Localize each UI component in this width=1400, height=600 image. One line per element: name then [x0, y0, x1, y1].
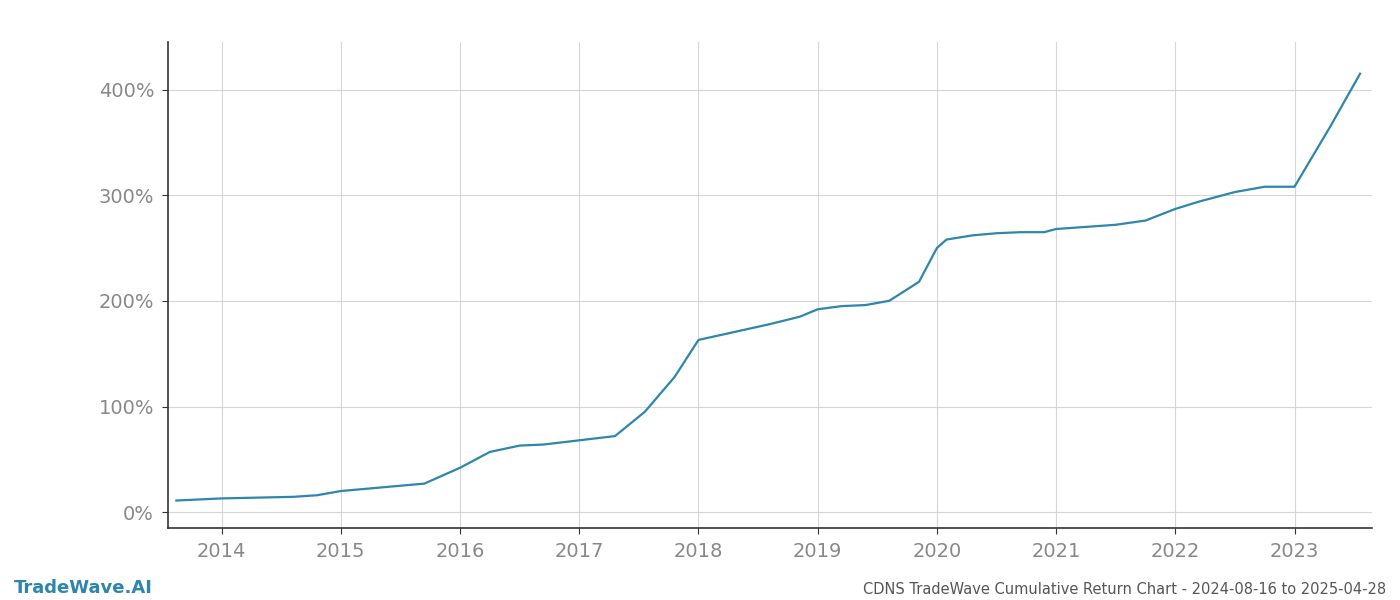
Text: TradeWave.AI: TradeWave.AI	[14, 579, 153, 597]
Text: CDNS TradeWave Cumulative Return Chart - 2024-08-16 to 2025-04-28: CDNS TradeWave Cumulative Return Chart -…	[862, 582, 1386, 597]
